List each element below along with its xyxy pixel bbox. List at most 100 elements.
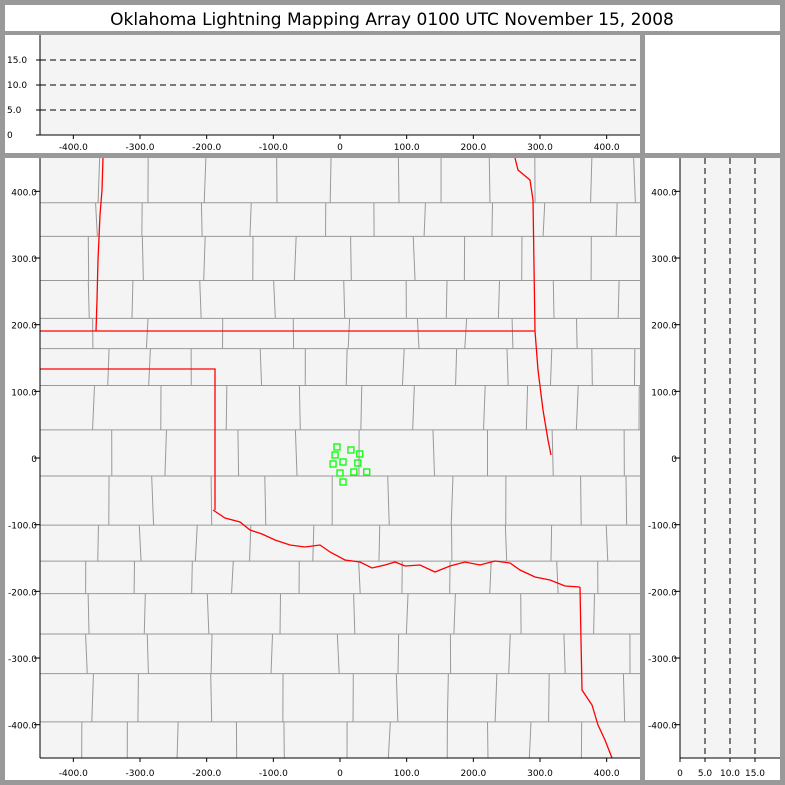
y-tick-label: 400.0: [651, 188, 677, 198]
x-tick-label: -300.0: [125, 143, 154, 153]
county-line: [203, 157, 207, 203]
county-line: [131, 280, 134, 319]
y-tick-label: -200.0: [648, 588, 677, 598]
county-line: [455, 348, 458, 386]
county-line: [203, 236, 206, 281]
county-line: [401, 348, 405, 386]
county-line: [489, 561, 492, 594]
y-tick-label: 200.0: [651, 322, 677, 332]
right-altitude-lines: [704, 158, 756, 758]
county-line: [593, 593, 595, 634]
y-tick-label: 100.0: [11, 388, 37, 398]
lightning-source-point: [339, 478, 347, 486]
county-line: [353, 593, 356, 634]
county-line: [336, 633, 340, 674]
x-tick-label: 5.0: [698, 769, 713, 779]
county-line: [423, 202, 426, 237]
county-line: [552, 280, 555, 319]
county-line: [494, 673, 498, 722]
y-tick-label: -300.0: [648, 655, 677, 665]
lightning-source-point: [350, 468, 358, 476]
county-line: [590, 157, 593, 203]
lightning-source-point: [356, 450, 364, 458]
county-line: [95, 202, 98, 237]
main-plot-area: [40, 158, 640, 758]
county-line: [85, 633, 88, 674]
county-line: [412, 236, 416, 281]
county-line: [298, 385, 301, 430]
county-line: [191, 561, 193, 594]
eastern-border: [514, 157, 552, 456]
x-tick-label: -100.0: [259, 769, 288, 779]
y-tick-label: 100.0: [651, 388, 677, 398]
corner-panel: [645, 35, 780, 153]
county-line: [551, 429, 554, 477]
lightning-source-point: [339, 458, 347, 466]
county-line: [395, 673, 399, 722]
county-line: [549, 348, 553, 386]
y-tick-label: 200.0: [11, 322, 37, 332]
county-line: [87, 280, 90, 319]
x-tick-label: 400.0: [594, 769, 620, 779]
county-boundaries: [40, 157, 640, 759]
county-line: [488, 157, 491, 203]
county-line: [87, 593, 90, 634]
county-line: [464, 318, 468, 349]
county-line: [508, 633, 511, 674]
county-line: [615, 202, 618, 237]
x-tick-label: 100.0: [394, 769, 420, 779]
county-line: [528, 721, 532, 759]
x-tick-label: -400.0: [59, 769, 88, 779]
county-line: [350, 236, 352, 281]
county-line: [412, 385, 415, 430]
county-line: [200, 202, 203, 237]
county-line: [210, 673, 213, 722]
county-line: [249, 525, 252, 562]
county-line: [491, 202, 494, 237]
x-tick-label: 300.0: [527, 769, 553, 779]
county-line: [497, 280, 501, 319]
lightning-source-point: [333, 443, 341, 451]
y-tick-label: 0: [671, 455, 677, 465]
county-line: [312, 525, 315, 562]
county-line: [264, 476, 267, 526]
county-line: [225, 385, 228, 430]
county-line: [378, 525, 381, 562]
x-tick-label: 200.0: [460, 769, 486, 779]
county-line: [397, 157, 400, 203]
county-line: [194, 525, 198, 562]
lightning-source-point: [354, 459, 362, 467]
x-tick-label: -400.0: [59, 143, 88, 153]
y-tick-label: 400.0: [11, 188, 37, 198]
county-line: [145, 318, 149, 349]
county-line: [525, 385, 529, 430]
lightning-source-point: [363, 468, 371, 476]
y-tick-label: -100.0: [648, 522, 677, 532]
county-line: [511, 318, 514, 349]
county-line: [347, 318, 351, 349]
county-line: [273, 280, 276, 319]
x-tick-label: 300.0: [527, 143, 553, 153]
y-tick-label: 0: [31, 455, 37, 465]
red-river-border: [212, 509, 581, 588]
state-boundaries: [40, 157, 613, 759]
county-line: [450, 476, 454, 526]
colorado-kansas-border: [95, 157, 104, 332]
county-line: [199, 280, 202, 319]
x-tick-label: 15.0: [745, 769, 765, 779]
x-tick-label: 0: [337, 143, 343, 153]
county-line: [360, 385, 363, 430]
county-line: [358, 561, 361, 594]
y-tick-label: 10.0: [7, 81, 27, 91]
county-line: [148, 348, 151, 386]
county-line: [625, 476, 628, 526]
county-line: [550, 525, 553, 562]
county-line: [293, 236, 297, 281]
axes: -400.0 -300.0 -200.0 -100.0 0 100.0 200.0 300.0…: [7, 35, 780, 779]
county-line: [397, 633, 400, 674]
county-line: [231, 561, 234, 594]
county-line: [605, 525, 609, 562]
county-line: [210, 633, 213, 674]
county-line: [107, 348, 110, 386]
